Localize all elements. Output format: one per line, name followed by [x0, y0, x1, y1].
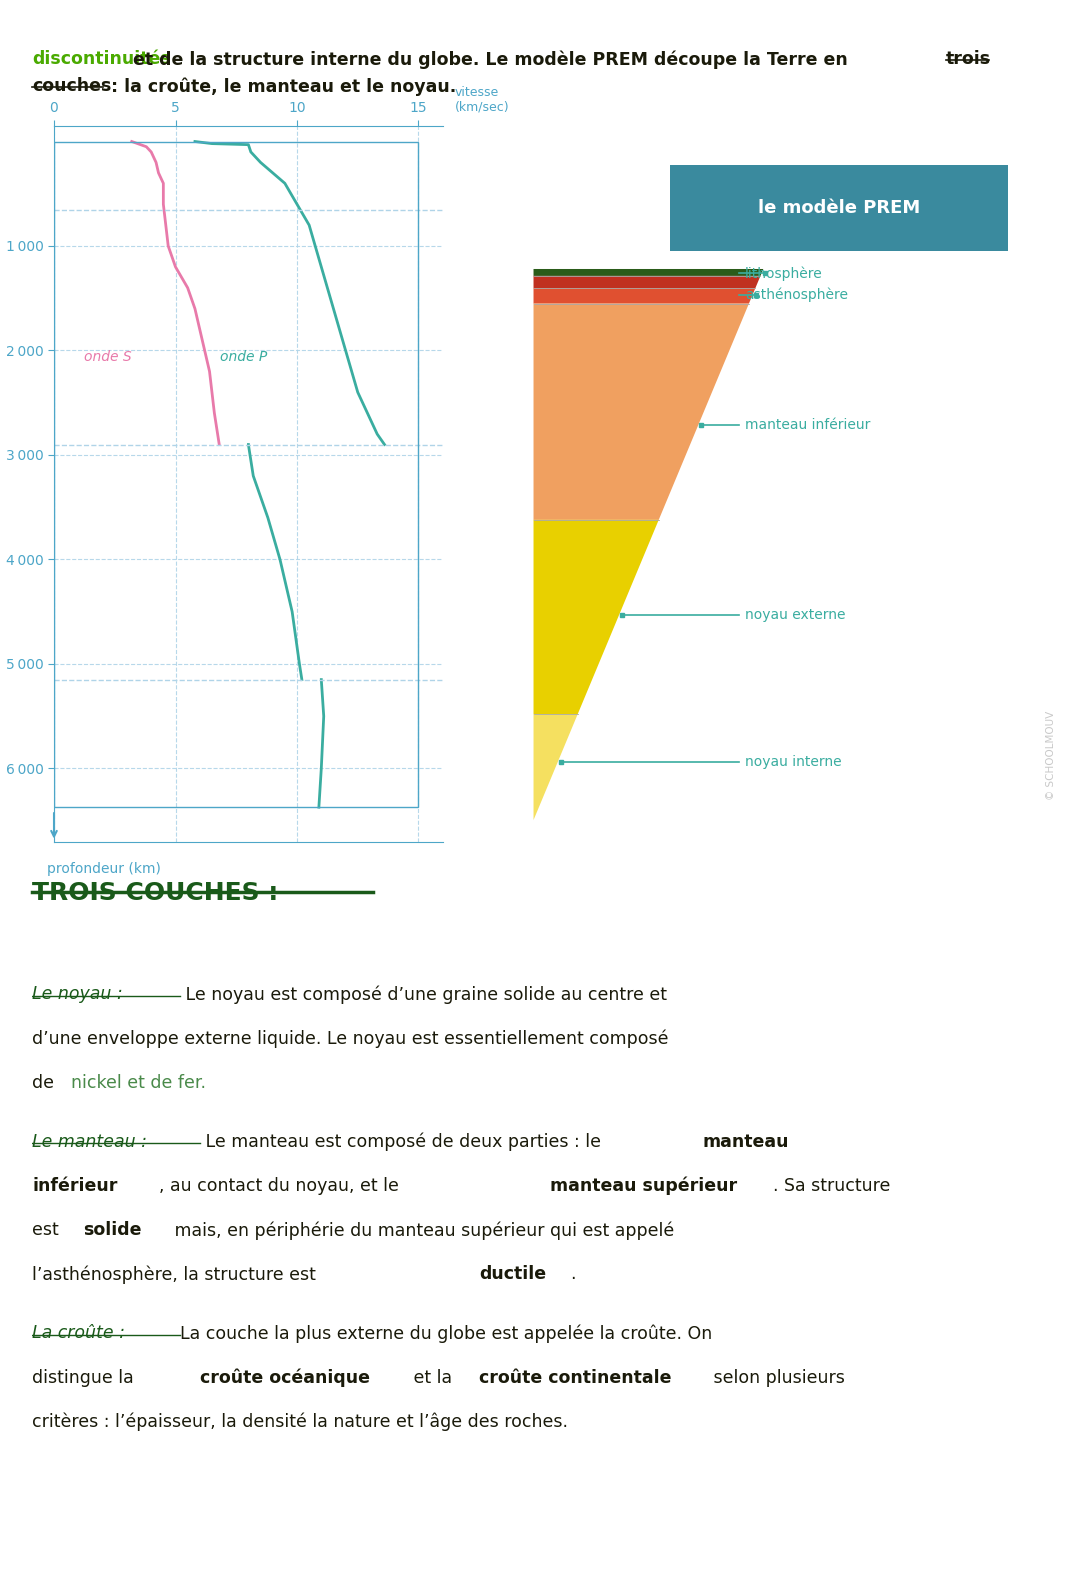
Text: manteau: manteau [702, 1133, 788, 1150]
Text: manteau inférieur: manteau inférieur [745, 418, 870, 431]
Text: manteau supérieur: manteau supérieur [550, 1177, 738, 1195]
Text: , au contact du noyau, et le: , au contact du noyau, et le [160, 1177, 405, 1195]
Text: critères : l’épaisseur, la densité la nature et l’âge des roches.: critères : l’épaisseur, la densité la na… [32, 1413, 568, 1431]
Polygon shape [534, 304, 748, 519]
Text: Le noyau :: Le noyau : [32, 985, 129, 1004]
Text: mais, en périphérie du manteau supérieur qui est appelé: mais, en périphérie du manteau supérieur… [170, 1221, 675, 1240]
Text: La couche la plus externe du globe est appelée la croûte. On: La couche la plus externe du globe est a… [179, 1324, 712, 1343]
FancyBboxPatch shape [670, 165, 1009, 252]
Text: croûte continentale: croûte continentale [480, 1369, 672, 1386]
Text: .: . [570, 1265, 576, 1284]
Text: croûte océanique: croûte océanique [200, 1369, 370, 1387]
Text: ductile: ductile [480, 1265, 546, 1284]
Text: . Sa structure: . Sa structure [773, 1177, 891, 1195]
Text: et la: et la [408, 1369, 458, 1386]
Text: inférieur: inférieur [32, 1177, 118, 1195]
Text: discontinuités: discontinuités [32, 50, 171, 68]
Text: selon plusieurs: selon plusieurs [707, 1369, 845, 1386]
Text: d’une enveloppe externe liquide. Le noyau est essentiellement composé: d’une enveloppe externe liquide. Le noya… [32, 1029, 669, 1048]
Text: Le manteau est composé de deux parties : le: Le manteau est composé de deux parties :… [200, 1133, 606, 1151]
Text: onde P: onde P [220, 349, 267, 363]
Text: noyau externe: noyau externe [745, 609, 846, 621]
Text: le modèle PREM: le modèle PREM [758, 200, 920, 217]
Text: La croûte :: La croûte : [32, 1324, 131, 1342]
Text: noyau interne: noyau interne [745, 755, 841, 769]
Text: © SCHOOLMOUV: © SCHOOLMOUV [1047, 711, 1056, 799]
Text: nickel et de fer.: nickel et de fer. [71, 1073, 206, 1092]
Text: couches: couches [32, 77, 111, 94]
Text: solide: solide [83, 1221, 141, 1240]
Polygon shape [534, 275, 760, 288]
Text: onde S: onde S [83, 349, 132, 363]
Text: profondeur (km): profondeur (km) [46, 862, 161, 876]
Text: : la croûte, le manteau et le noyau.: : la croûte, le manteau et le noyau. [105, 77, 456, 96]
Text: lithosphère: lithosphère [745, 266, 823, 280]
Text: Le manteau :: Le manteau : [32, 1133, 153, 1150]
Polygon shape [534, 714, 578, 820]
Text: distingue la: distingue la [32, 1369, 139, 1386]
Text: est: est [32, 1221, 65, 1240]
Polygon shape [534, 519, 659, 714]
Text: trois: trois [946, 50, 991, 68]
Text: asthénosphère: asthénosphère [745, 288, 848, 302]
Polygon shape [534, 269, 764, 275]
Polygon shape [534, 288, 755, 304]
Text: de: de [32, 1073, 59, 1092]
Text: l’asthénosphère, la structure est: l’asthénosphère, la structure est [32, 1265, 322, 1284]
Text: et de la structure interne du globe. Le modèle PREM découpe la Terre en: et de la structure interne du globe. Le … [127, 50, 854, 69]
Text: Le noyau est composé d’une graine solide au centre et: Le noyau est composé d’une graine solide… [179, 985, 666, 1004]
Text: TROIS COUCHES :: TROIS COUCHES : [32, 881, 279, 904]
Text: vitesse
(km/sec): vitesse (km/sec) [455, 85, 510, 113]
